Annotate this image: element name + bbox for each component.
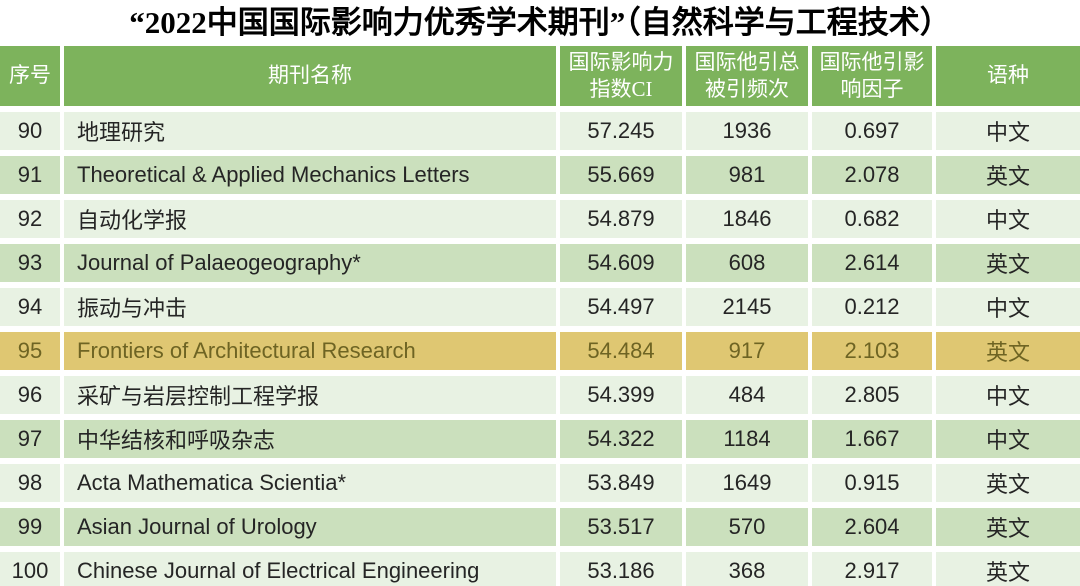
cell-journal-name: 采矿与岩层控制工程学报 bbox=[64, 376, 556, 414]
cell-citations: 570 bbox=[686, 508, 808, 546]
cell-impact-factor: 2.078 bbox=[812, 156, 932, 194]
cell-language: 中文 bbox=[936, 376, 1080, 414]
table-row: 91 Theoretical & Applied Mechanics Lette… bbox=[0, 156, 1080, 194]
table-row: 93 Journal of Palaeogeography* 54.609 60… bbox=[0, 244, 1080, 282]
table-row: 94 振动与冲击 54.497 2145 0.212 中文 bbox=[0, 288, 1080, 326]
cell-citations: 2145 bbox=[686, 288, 808, 326]
cell-rank: 90 bbox=[0, 112, 60, 150]
header-row: 序号 期刊名称 国际影响力 指数CI 国际他引总 被引频次 国际他引影 响因子 … bbox=[0, 46, 1080, 106]
cell-citations: 368 bbox=[686, 552, 808, 586]
cell-journal-name: Chinese Journal of Electrical Engineerin… bbox=[64, 552, 556, 586]
cell-language: 中文 bbox=[936, 420, 1080, 458]
cell-journal-name: Asian Journal of Urology bbox=[64, 508, 556, 546]
cell-rank: 96 bbox=[0, 376, 60, 414]
cell-impact-factor: 0.682 bbox=[812, 200, 932, 238]
cell-rank: 98 bbox=[0, 464, 60, 502]
cell-citations: 1649 bbox=[686, 464, 808, 502]
cell-language: 中文 bbox=[936, 288, 1080, 326]
cell-journal-name: Frontiers of Architectural Research bbox=[64, 332, 556, 370]
cell-impact-factor: 0.915 bbox=[812, 464, 932, 502]
table-row: 95 Frontiers of Architectural Research 5… bbox=[0, 332, 1080, 370]
cell-impact-factor: 1.667 bbox=[812, 420, 932, 458]
cell-ci-index: 53.186 bbox=[560, 552, 682, 586]
cell-language: 中文 bbox=[936, 112, 1080, 150]
cell-impact-factor: 2.604 bbox=[812, 508, 932, 546]
cell-citations: 981 bbox=[686, 156, 808, 194]
cell-impact-factor: 2.614 bbox=[812, 244, 932, 282]
cell-rank: 99 bbox=[0, 508, 60, 546]
cell-journal-name: Theoretical & Applied Mechanics Letters bbox=[64, 156, 556, 194]
cell-ci-index: 54.609 bbox=[560, 244, 682, 282]
cell-journal-name: 振动与冲击 bbox=[64, 288, 556, 326]
cell-rank: 100 bbox=[0, 552, 60, 586]
table-row: 99 Asian Journal of Urology 53.517 570 2… bbox=[0, 508, 1080, 546]
cell-language: 英文 bbox=[936, 464, 1080, 502]
table-row: 90 地理研究 57.245 1936 0.697 中文 bbox=[0, 112, 1080, 150]
table-row: 96 采矿与岩层控制工程学报 54.399 484 2.805 中文 bbox=[0, 376, 1080, 414]
table-header: 序号 期刊名称 国际影响力 指数CI 国际他引总 被引频次 国际他引影 响因子 … bbox=[0, 46, 1080, 106]
table-row: 97 中华结核和呼吸杂志 54.322 1184 1.667 中文 bbox=[0, 420, 1080, 458]
cell-ci-index: 54.879 bbox=[560, 200, 682, 238]
cell-ci-index: 54.399 bbox=[560, 376, 682, 414]
cell-rank: 93 bbox=[0, 244, 60, 282]
cell-ci-index: 53.849 bbox=[560, 464, 682, 502]
table-row: 98 Acta Mathematica Scientia* 53.849 164… bbox=[0, 464, 1080, 502]
cell-citations: 484 bbox=[686, 376, 808, 414]
cell-ci-index: 54.484 bbox=[560, 332, 682, 370]
cell-impact-factor: 0.212 bbox=[812, 288, 932, 326]
column-header-language: 语种 bbox=[936, 46, 1080, 106]
column-header-journal-name: 期刊名称 bbox=[64, 46, 556, 106]
cell-citations: 917 bbox=[686, 332, 808, 370]
cell-impact-factor: 0.697 bbox=[812, 112, 932, 150]
cell-ci-index: 57.245 bbox=[560, 112, 682, 150]
cell-rank: 92 bbox=[0, 200, 60, 238]
cell-rank: 97 bbox=[0, 420, 60, 458]
table-row: 100 Chinese Journal of Electrical Engine… bbox=[0, 552, 1080, 586]
cell-journal-name: Journal of Palaeogeography* bbox=[64, 244, 556, 282]
cell-journal-name: 中华结核和呼吸杂志 bbox=[64, 420, 556, 458]
column-header-rank: 序号 bbox=[0, 46, 60, 106]
journal-ranking-table: 序号 期刊名称 国际影响力 指数CI 国际他引总 被引频次 国际他引影 响因子 … bbox=[0, 40, 1080, 586]
table-row: 92 自动化学报 54.879 1846 0.682 中文 bbox=[0, 200, 1080, 238]
cell-language: 英文 bbox=[936, 332, 1080, 370]
cell-journal-name: 自动化学报 bbox=[64, 200, 556, 238]
cell-impact-factor: 2.917 bbox=[812, 552, 932, 586]
cell-ci-index: 54.322 bbox=[560, 420, 682, 458]
page-title: “2022中国国际影响力优秀学术期刊”（自然科学与工程技术） bbox=[129, 5, 951, 40]
cell-impact-factor: 2.103 bbox=[812, 332, 932, 370]
table-body: 90 地理研究 57.245 1936 0.697 中文 91 Theoreti… bbox=[0, 112, 1080, 586]
cell-language: 英文 bbox=[936, 156, 1080, 194]
cell-ci-index: 53.517 bbox=[560, 508, 682, 546]
cell-rank: 91 bbox=[0, 156, 60, 194]
cell-journal-name: Acta Mathematica Scientia* bbox=[64, 464, 556, 502]
cell-citations: 608 bbox=[686, 244, 808, 282]
cell-citations: 1184 bbox=[686, 420, 808, 458]
cell-journal-name: 地理研究 bbox=[64, 112, 556, 150]
column-header-ci-index: 国际影响力 指数CI bbox=[560, 46, 682, 106]
cell-rank: 94 bbox=[0, 288, 60, 326]
cell-citations: 1936 bbox=[686, 112, 808, 150]
column-header-citations: 国际他引总 被引频次 bbox=[686, 46, 808, 106]
cell-language: 英文 bbox=[936, 508, 1080, 546]
cell-language: 英文 bbox=[936, 244, 1080, 282]
cell-ci-index: 54.497 bbox=[560, 288, 682, 326]
cell-impact-factor: 2.805 bbox=[812, 376, 932, 414]
cell-language: 中文 bbox=[936, 200, 1080, 238]
cell-rank: 95 bbox=[0, 332, 60, 370]
cell-language: 英文 bbox=[936, 552, 1080, 586]
cell-ci-index: 55.669 bbox=[560, 156, 682, 194]
cell-citations: 1846 bbox=[686, 200, 808, 238]
column-header-impact-factor: 国际他引影 响因子 bbox=[812, 46, 932, 106]
